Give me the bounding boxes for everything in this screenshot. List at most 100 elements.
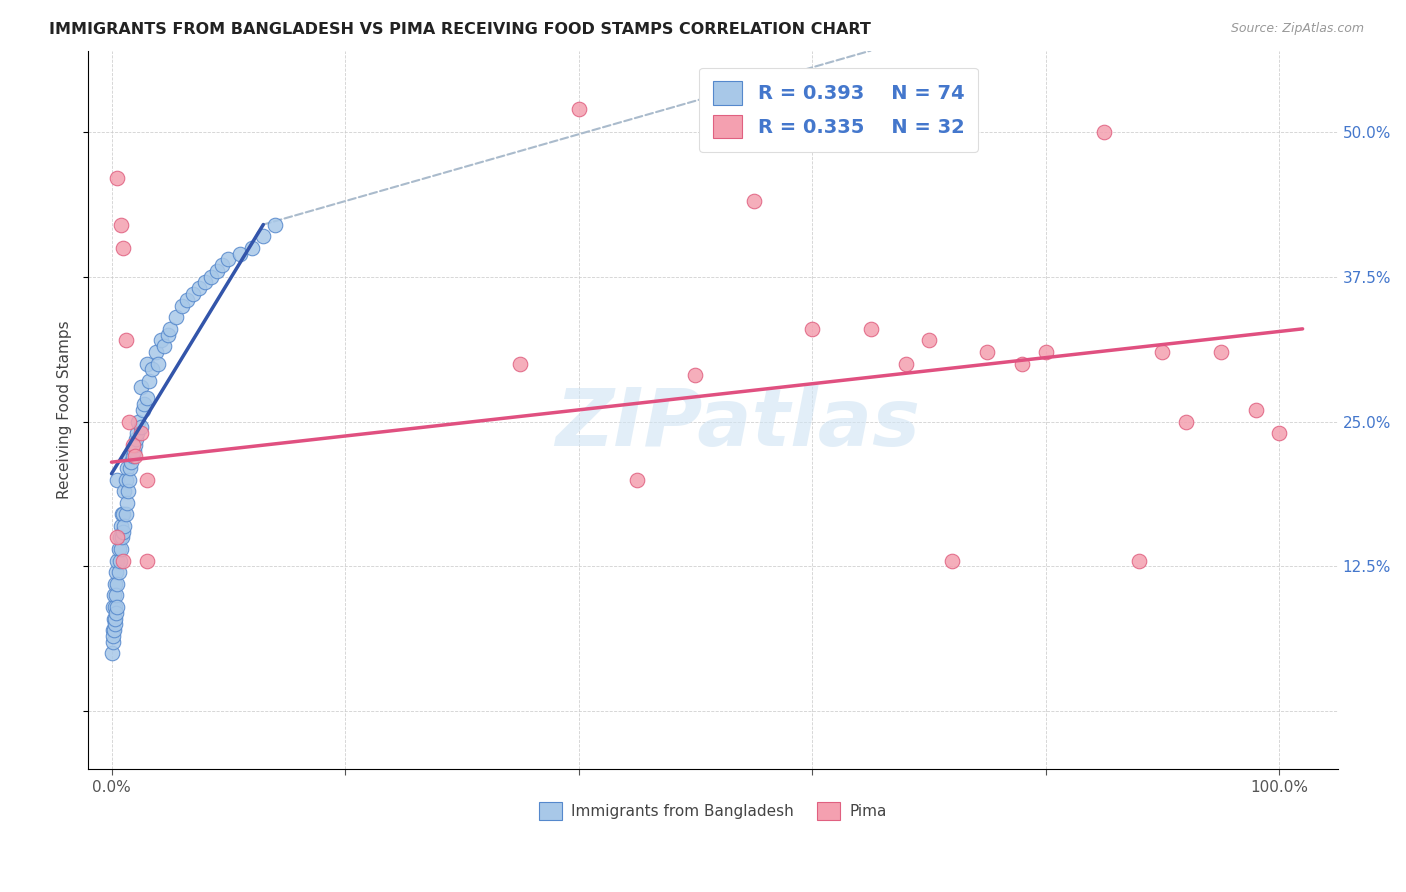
- Point: [1011, 357, 1033, 371]
- Point: [101, 635, 124, 649]
- Point: [115, 496, 138, 510]
- Point: [104, 617, 127, 632]
- Point: [1152, 345, 1174, 359]
- Point: [114, 473, 136, 487]
- Point: [685, 368, 707, 383]
- Point: [101, 600, 124, 615]
- Point: [118, 450, 141, 464]
- Point: [252, 229, 274, 244]
- Point: [626, 473, 648, 487]
- Point: [105, 577, 128, 591]
- Point: [742, 194, 765, 209]
- Point: [101, 624, 124, 638]
- Point: [101, 629, 124, 643]
- Point: [110, 218, 132, 232]
- Point: [165, 310, 187, 325]
- Point: [205, 264, 228, 278]
- Point: [104, 612, 127, 626]
- Legend: Immigrants from Bangladesh, Pima: Immigrants from Bangladesh, Pima: [533, 796, 893, 826]
- Point: [153, 339, 176, 353]
- Point: [170, 299, 193, 313]
- Point: [509, 357, 531, 371]
- Point: [100, 647, 122, 661]
- Point: [111, 531, 134, 545]
- Point: [894, 357, 917, 371]
- Point: [111, 508, 134, 522]
- Point: [135, 357, 157, 371]
- Point: [112, 241, 135, 255]
- Point: [859, 322, 882, 336]
- Point: [124, 438, 146, 452]
- Point: [103, 624, 125, 638]
- Point: [188, 281, 211, 295]
- Point: [132, 403, 155, 417]
- Point: [148, 357, 170, 371]
- Point: [1244, 403, 1267, 417]
- Point: [110, 519, 132, 533]
- Point: [240, 241, 263, 255]
- Point: [103, 612, 125, 626]
- Point: [1092, 125, 1115, 139]
- Point: [145, 345, 167, 359]
- Point: [121, 438, 143, 452]
- Point: [122, 443, 145, 458]
- Point: [105, 554, 128, 568]
- Point: [135, 473, 157, 487]
- Point: [200, 269, 222, 284]
- Point: [1174, 415, 1197, 429]
- Point: [112, 524, 135, 539]
- Point: [181, 287, 204, 301]
- Point: [217, 252, 239, 267]
- Point: [118, 473, 141, 487]
- Point: [107, 566, 129, 580]
- Point: [115, 461, 138, 475]
- Point: [149, 334, 172, 348]
- Point: [976, 345, 998, 359]
- Point: [135, 554, 157, 568]
- Point: [110, 542, 132, 557]
- Point: [129, 380, 152, 394]
- Point: [117, 484, 139, 499]
- Point: [129, 426, 152, 441]
- Point: [264, 218, 287, 232]
- Point: [135, 392, 157, 406]
- Point: [114, 508, 136, 522]
- Point: [156, 327, 179, 342]
- Text: IMMIGRANTS FROM BANGLADESH VS PIMA RECEIVING FOOD STAMPS CORRELATION CHART: IMMIGRANTS FROM BANGLADESH VS PIMA RECEI…: [49, 22, 872, 37]
- Point: [105, 589, 128, 603]
- Point: [103, 589, 125, 603]
- Point: [159, 322, 181, 336]
- Point: [134, 397, 156, 411]
- Y-axis label: Receiving Food Stamps: Receiving Food Stamps: [58, 321, 72, 500]
- Point: [211, 258, 233, 272]
- Point: [105, 566, 128, 580]
- Point: [105, 473, 128, 487]
- Point: [104, 600, 127, 615]
- Point: [108, 531, 131, 545]
- Point: [114, 334, 136, 348]
- Point: [229, 246, 252, 260]
- Text: ZIPatlas: ZIPatlas: [555, 385, 921, 463]
- Point: [129, 420, 152, 434]
- Point: [918, 334, 941, 348]
- Point: [941, 554, 963, 568]
- Point: [568, 102, 591, 116]
- Point: [121, 450, 143, 464]
- Point: [112, 519, 135, 533]
- Point: [105, 171, 128, 186]
- Point: [141, 362, 163, 376]
- Text: Source: ZipAtlas.com: Source: ZipAtlas.com: [1230, 22, 1364, 36]
- Point: [1128, 554, 1150, 568]
- Point: [105, 531, 128, 545]
- Point: [194, 276, 217, 290]
- Point: [801, 322, 824, 336]
- Point: [112, 508, 135, 522]
- Point: [104, 577, 127, 591]
- Point: [105, 600, 128, 615]
- Point: [120, 461, 142, 475]
- Point: [176, 293, 198, 307]
- Point: [112, 484, 135, 499]
- Point: [138, 374, 160, 388]
- Point: [127, 415, 149, 429]
- Point: [124, 450, 146, 464]
